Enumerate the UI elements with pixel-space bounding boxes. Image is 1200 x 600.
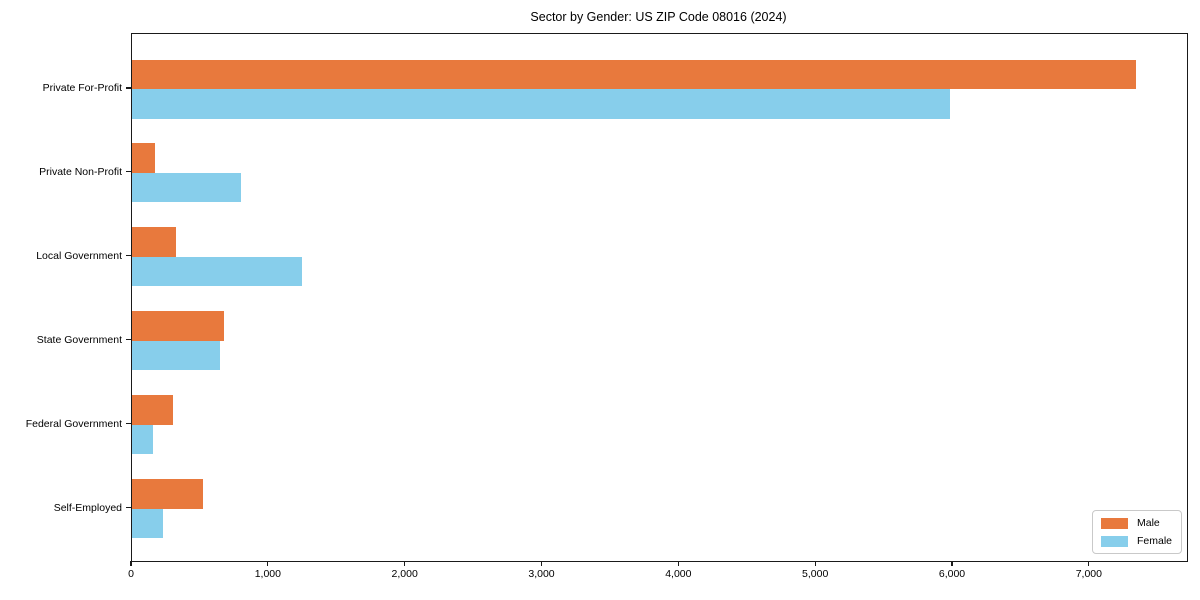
y-tick-mark (126, 506, 131, 509)
bar-group (132, 311, 1187, 371)
x-tick-mark (677, 561, 679, 566)
bar-male (132, 227, 176, 257)
legend: Male Female (1091, 510, 1182, 554)
y-tick-label: Private Non-Profit (39, 165, 122, 178)
y-tick-mark (126, 87, 131, 89)
bar-female (132, 508, 164, 538)
y-tick-mark (126, 255, 131, 257)
chart-title: Sector by Gender: US ZIP Code 08016 (202… (530, 10, 787, 24)
bar-female (132, 89, 951, 119)
x-tick-label: 0 (128, 568, 134, 580)
x-tick-label: 2,000 (391, 568, 418, 580)
bar-group (132, 227, 1187, 287)
y-tick-mark (126, 171, 131, 173)
y-tick-label: Private For-Profit (42, 82, 122, 94)
bar-female (132, 340, 220, 371)
x-tick-label: 4,000 (665, 568, 692, 580)
x-tick-label: 5,000 (802, 568, 829, 580)
bar-female (132, 256, 302, 287)
x-tick-mark (951, 561, 953, 566)
bar-male (132, 395, 174, 425)
bar-male (132, 479, 204, 509)
legend-swatch-male (1100, 517, 1128, 529)
plot-area: Male Female (131, 33, 1188, 562)
bar-male (132, 59, 1137, 89)
x-tick-label: 3,000 (528, 568, 555, 580)
x-tick-label: 1,000 (254, 568, 281, 580)
y-tick-mark (126, 339, 131, 341)
legend-label-female: Female (1136, 535, 1172, 547)
x-tick-mark (1088, 561, 1090, 566)
bar-group (132, 479, 1187, 538)
x-tick-label: 6,000 (938, 568, 966, 580)
bar-female (132, 172, 241, 203)
bar-group (132, 143, 1187, 203)
y-tick-label: State Government (36, 333, 122, 346)
y-tick-label: Local Government (36, 249, 122, 262)
x-tick-label: 7,000 (1075, 568, 1102, 580)
y-tick-label: Self-Employed (53, 501, 122, 514)
x-tick-mark (540, 561, 543, 566)
bar-female (132, 424, 154, 455)
x-tick-mark (404, 561, 406, 566)
legend-item-female: Female (1100, 535, 1172, 547)
legend-swatch-female (1100, 535, 1128, 547)
legend-label-male: Male (1136, 517, 1160, 529)
bar-group (132, 395, 1187, 455)
x-tick-mark (267, 561, 269, 566)
y-tick-label: Federal Government (25, 417, 122, 430)
legend-item-male: Male (1100, 517, 1172, 529)
x-tick-mark (130, 561, 132, 566)
y-tick-mark (126, 423, 131, 425)
bar-male (132, 143, 156, 173)
bar-male (132, 311, 225, 341)
bar-group (132, 59, 1187, 119)
x-tick-mark (814, 561, 816, 566)
